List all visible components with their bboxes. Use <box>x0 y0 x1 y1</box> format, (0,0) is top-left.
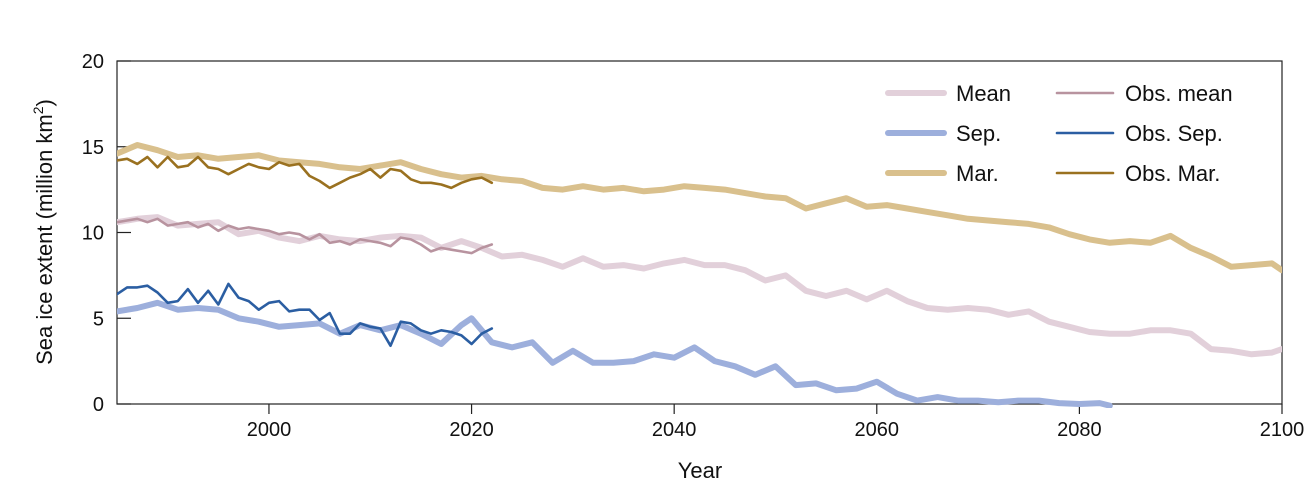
legend-item-obs-mean: Obs. mean <box>1055 81 1233 106</box>
series-line-mean <box>117 214 1282 358</box>
legend-item-mar: Mar. <box>885 161 999 186</box>
series-line-obs-mean <box>117 217 494 255</box>
legend-item-obs-sep: Obs. Sep. <box>1055 121 1223 146</box>
y-tick-label: 5 <box>93 308 104 330</box>
x-tick-label: 2020 <box>449 419 494 441</box>
series-layer <box>117 142 1282 408</box>
y-axis-title-sup: 2 <box>30 106 46 114</box>
legend-item-obs-mar: Obs. Mar. <box>1055 161 1220 186</box>
x-tick-label: 2040 <box>652 419 697 441</box>
y-axis-title: Sea ice extent (million km2) <box>30 99 57 365</box>
y-axis-title-main: Sea ice extent (million km <box>32 114 57 365</box>
x-tick-label: 2060 <box>855 419 900 441</box>
legend-label: Obs. Sep. <box>1125 121 1223 146</box>
series-line-obs-sep <box>117 282 494 348</box>
legend-label: Mar. <box>956 161 999 186</box>
legend: Mean Sep. Mar. Obs. mean Obs. Sep. Obs. Mar. <box>885 81 1233 186</box>
y-tick-label: 20 <box>82 51 104 73</box>
legend-item-mean: Mean <box>885 81 1011 106</box>
series-line-obs-mar <box>117 155 494 190</box>
x-axis-title: Year <box>678 458 722 483</box>
x-tick-label: 2000 <box>247 419 292 441</box>
y-tick-label: 0 <box>93 394 104 416</box>
x-tick-label: 2080 <box>1057 419 1102 441</box>
series-lines <box>117 142 1282 408</box>
legend-label: Obs. mean <box>1125 81 1233 106</box>
legend-label: Obs. Mar. <box>1125 161 1220 186</box>
x-tick-label: 2100 <box>1260 419 1305 441</box>
series-line-sep <box>117 299 1113 408</box>
series-line-mar <box>117 142 1282 274</box>
legend-item-sep: Sep. <box>885 121 1001 146</box>
y-tick-label: 15 <box>82 137 104 159</box>
y-tick-label: 10 <box>82 223 104 245</box>
legend-label: Mean <box>956 81 1011 106</box>
legend-label: Sep. <box>956 121 1001 146</box>
axes: 0 5 10 15 20 2000 2020 2040 2060 2080 2100 <box>82 51 1305 441</box>
y-axis-title-close: ) <box>32 99 57 106</box>
